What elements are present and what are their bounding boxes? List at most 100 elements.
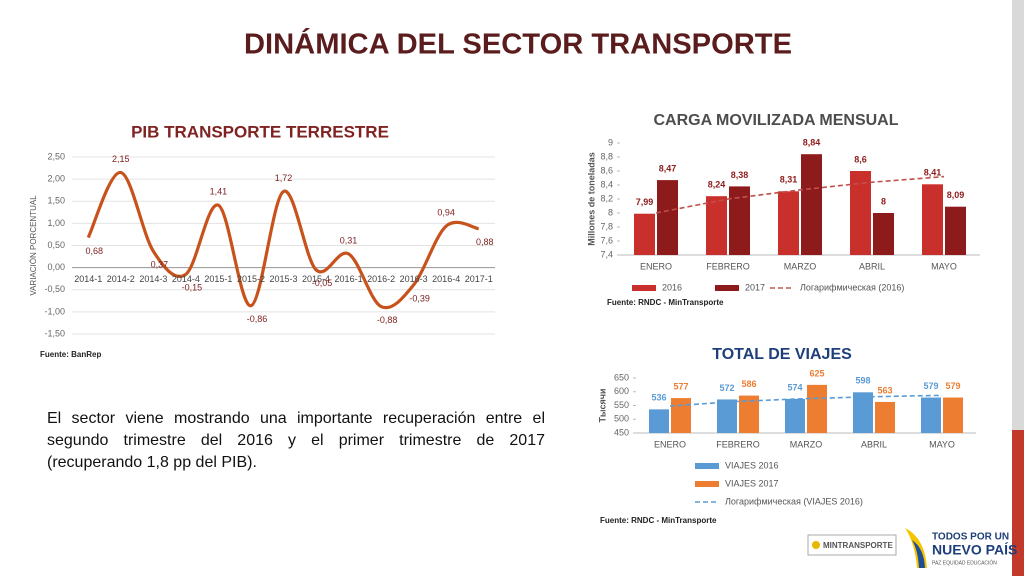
legend-label: 2017 — [745, 282, 765, 292]
x-tick-label: MAYO — [931, 261, 957, 271]
x-tick-label: 2014-3 — [139, 274, 167, 284]
value-label: 577 — [673, 381, 688, 391]
value-label: 8,47 — [659, 163, 677, 173]
y-axis-label: Millones de toneladas — [586, 152, 596, 246]
x-tick-label: FEBRERO — [706, 261, 750, 271]
legend-swatch — [695, 463, 719, 469]
value-label: 579 — [945, 381, 960, 391]
data-line — [86, 170, 480, 310]
y-tick-label: 8,6 — [600, 165, 613, 175]
bar — [657, 180, 678, 255]
x-tick-label: MAYO — [929, 439, 955, 449]
value-label: -0,05 — [312, 278, 333, 288]
x-tick-label: 2017-1 — [465, 274, 493, 284]
chart-title: PIB TRANSPORTE TERRESTRE — [131, 122, 389, 141]
y-tick-label: 8,2 — [600, 193, 613, 203]
value-label: 8 — [881, 196, 886, 206]
y-tick-label: 2,50 — [47, 151, 65, 161]
ministry-logo-icon — [812, 541, 820, 549]
value-label: 0,94 — [437, 207, 455, 217]
legend-swatch — [695, 481, 719, 487]
bar — [807, 384, 827, 433]
value-label: -0,88 — [377, 315, 398, 325]
x-tick-label: MARZO — [784, 261, 817, 271]
ministry-logo: MINTRANSPORTE — [823, 541, 893, 550]
x-tick-label: FEBRERO — [716, 439, 760, 449]
slide-title: DINÁMICA DEL SECTOR TRANSPORTE — [244, 27, 792, 61]
x-tick-label: ENERO — [654, 439, 686, 449]
value-label: 7,99 — [636, 197, 654, 207]
y-tick-label: 7,6 — [600, 235, 613, 245]
bar — [778, 191, 799, 255]
slogan-main: NUEVO PAÍS — [932, 542, 1017, 558]
y-tick-label: 7,4 — [600, 249, 613, 259]
value-label: 0,37 — [151, 260, 169, 270]
bar — [739, 395, 759, 433]
bar — [873, 213, 894, 255]
value-label: 625 — [809, 368, 824, 378]
trendline — [655, 175, 945, 214]
x-tick-label: 2016-4 — [432, 274, 460, 284]
x-tick-label: 2014-2 — [107, 274, 135, 284]
value-label: -0,39 — [409, 293, 430, 303]
value-label: -0,86 — [247, 314, 268, 324]
source-note: Fuente: RNDC - MinTransporte — [607, 298, 724, 307]
y-tick-label: 500 — [614, 414, 629, 424]
bar — [943, 397, 963, 433]
value-label: 0,88 — [476, 237, 494, 247]
value-label: 0,68 — [86, 246, 104, 256]
x-tick-label: 2014-1 — [74, 274, 102, 284]
value-label: 572 — [719, 383, 734, 393]
bar — [717, 399, 737, 433]
side-strip-accent — [1012, 430, 1024, 576]
y-axis-label: Тысячи — [597, 388, 607, 422]
bar — [671, 398, 691, 433]
x-tick-label: ABRIL — [859, 261, 885, 271]
value-label: 1,41 — [210, 187, 228, 197]
slogan-top: TODOS POR UN — [932, 532, 1009, 543]
y-tick-label: 9 — [608, 137, 613, 147]
x-tick-label: ABRIL — [861, 439, 887, 449]
y-tick-label: 8,8 — [600, 151, 613, 161]
legend-swatch — [715, 285, 739, 291]
y-tick-label: 1,50 — [47, 196, 65, 206]
legend-label: 2016 — [662, 282, 682, 292]
bar — [875, 401, 895, 433]
legend-label: VIAJES 2017 — [725, 478, 779, 488]
side-strip — [1012, 0, 1024, 430]
bar — [801, 154, 822, 255]
value-label: 8,6 — [854, 154, 867, 164]
x-tick-label: 2015-4 — [302, 274, 330, 284]
y-tick-label: 2,00 — [47, 174, 65, 184]
bar — [785, 398, 805, 433]
y-tick-label: -1,00 — [44, 306, 65, 316]
slogan-sub: PAZ EQUIDAD EDUCACIÓN — [932, 559, 997, 566]
y-tick-label: 0,50 — [47, 240, 65, 250]
value-label: 1,72 — [275, 173, 293, 183]
chart-title: TOTAL DE VIAJES — [712, 346, 852, 363]
slogan-logo-icon-2 — [912, 540, 925, 568]
y-tick-label: 8 — [608, 207, 613, 217]
value-label: 8,31 — [780, 175, 798, 185]
y-tick-label: 550 — [614, 400, 629, 410]
bar — [729, 186, 750, 255]
value-label: 0,31 — [340, 235, 358, 245]
x-tick-label: 2016-2 — [367, 274, 395, 284]
y-tick-label: 8,4 — [600, 179, 613, 189]
x-tick-label: ENERO — [640, 261, 672, 271]
bar — [945, 206, 966, 255]
legend-label: VIAJES 2016 — [725, 460, 779, 470]
legend-swatch — [632, 285, 656, 291]
x-tick-label: 2016-3 — [400, 274, 428, 284]
chart-title: CARGA MOVILIZADA MENSUAL — [653, 112, 898, 129]
bar — [634, 213, 655, 255]
value-label: -0,15 — [182, 283, 203, 293]
value-label: 8,41 — [924, 168, 942, 178]
bar — [706, 196, 727, 255]
bar — [922, 184, 943, 255]
value-label: 8,38 — [731, 170, 749, 180]
x-tick-label: 2016-1 — [335, 274, 363, 284]
value-label: 574 — [787, 382, 802, 392]
